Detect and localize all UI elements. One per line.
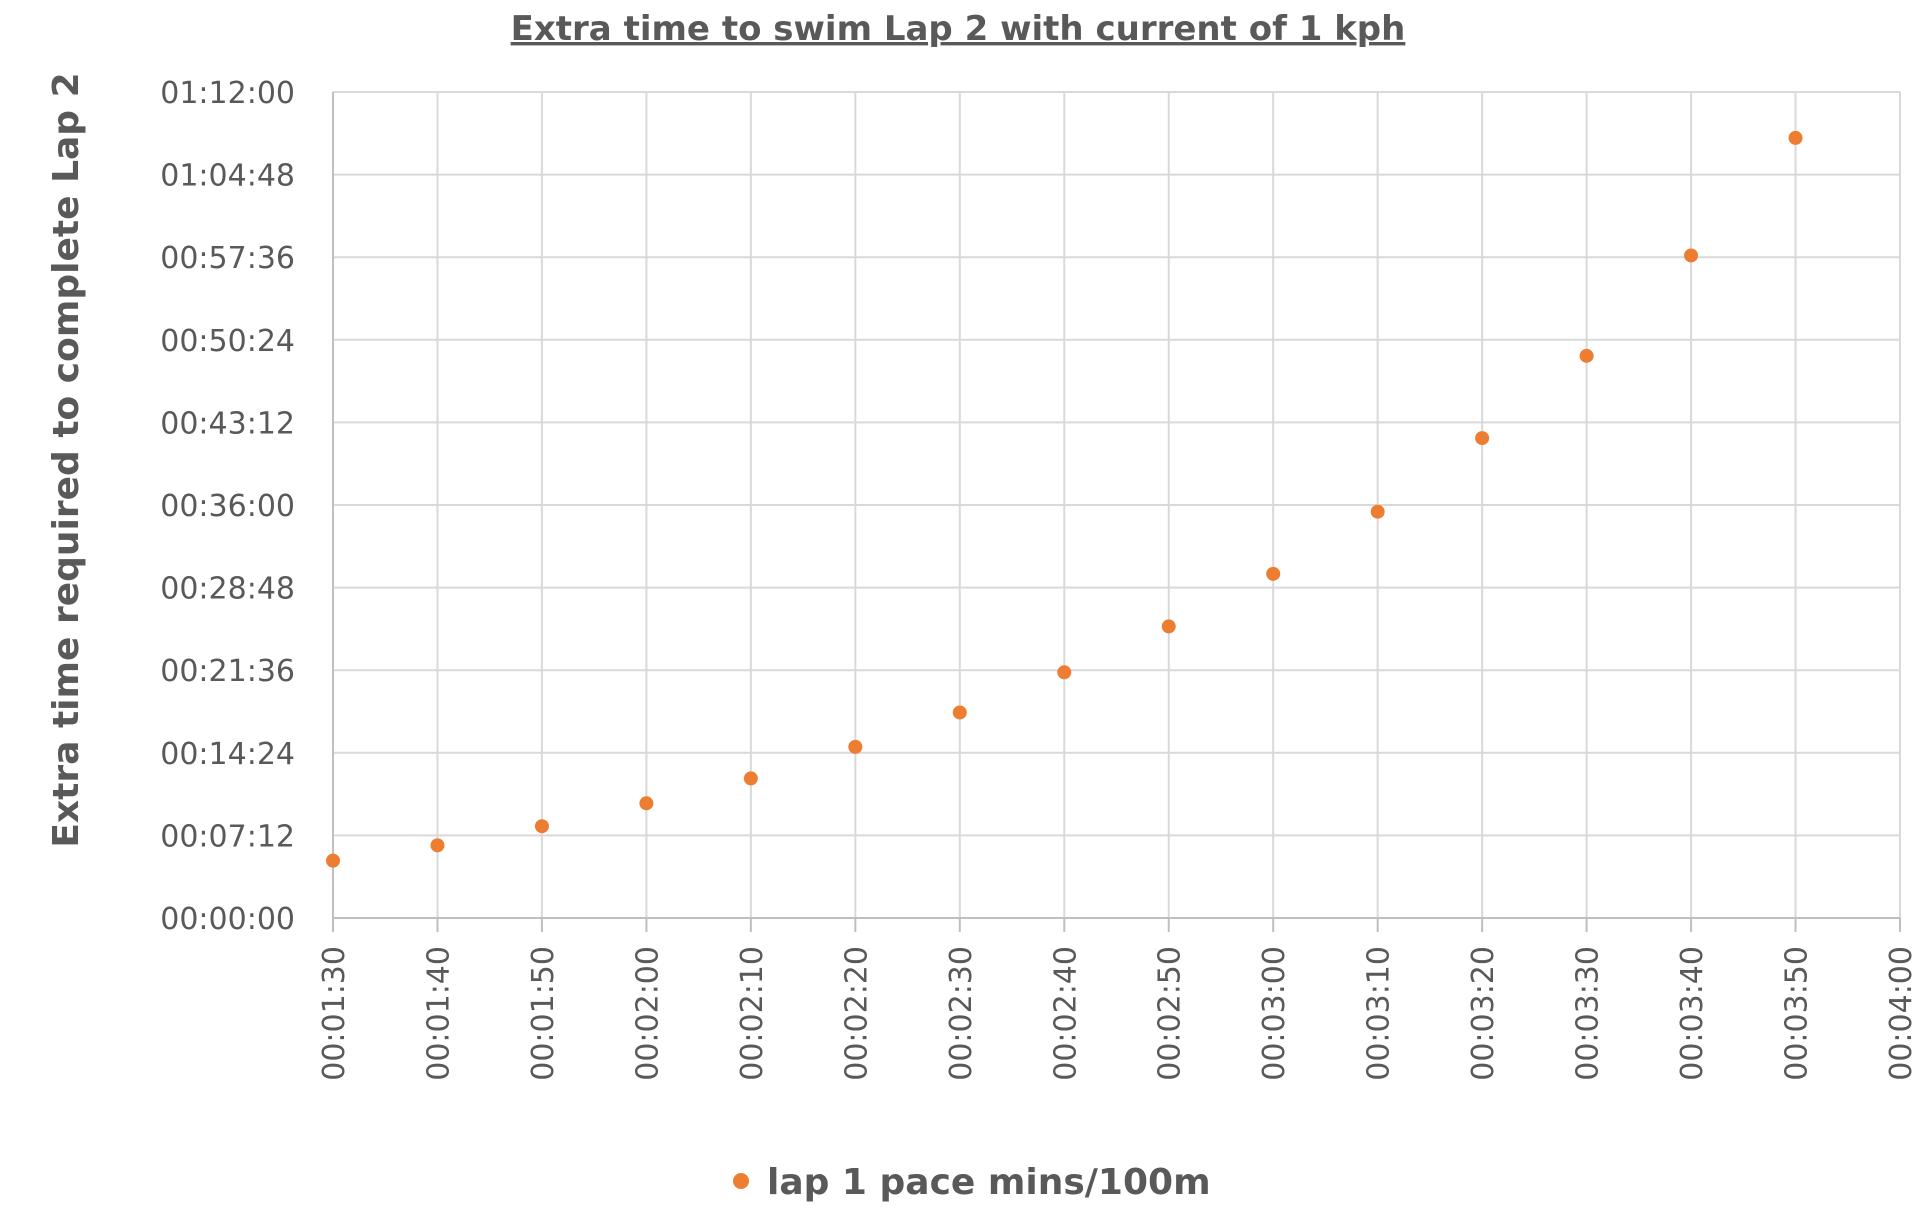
- x-tick-label: 00:03:50: [1780, 946, 1815, 1081]
- x-tick-label: 00:01:50: [526, 946, 561, 1081]
- x-tick-label: 00:03:20: [1466, 946, 1501, 1081]
- data-point: [1370, 504, 1385, 519]
- x-tick-label: 00:02:20: [839, 946, 874, 1081]
- data-points: [326, 130, 1803, 868]
- y-tick-label: 00:57:36: [160, 241, 295, 276]
- y-tick-label: 00:28:48: [160, 572, 295, 607]
- y-tick-label: 00:43:12: [160, 406, 295, 441]
- data-point: [1161, 619, 1176, 634]
- y-tick-label: 01:12:00: [160, 76, 295, 111]
- x-tick-label: 00:03:10: [1362, 946, 1397, 1081]
- data-point: [1684, 248, 1699, 263]
- data-point: [743, 771, 758, 786]
- data-point: [1057, 665, 1072, 680]
- legend-label: lap 1 pace mins/100m: [767, 1162, 1211, 1203]
- chart-title: Extra time to swim Lap 2 with current of…: [511, 9, 1406, 49]
- y-tick-label: 00:00:00: [160, 902, 295, 937]
- legend: lap 1 pace mins/100m: [733, 1162, 1211, 1203]
- y-tick-label: 01:04:48: [160, 159, 295, 194]
- y-tick-label: 00:14:24: [160, 737, 295, 772]
- y-tick-label: 00:36:00: [160, 489, 295, 524]
- x-tick-label: 00:02:50: [1153, 946, 1188, 1081]
- data-point: [1475, 431, 1490, 446]
- data-point: [639, 796, 654, 811]
- y-axis-title: Extra time required to complete Lap 2: [46, 72, 87, 847]
- x-tick-label: 00:03:00: [1257, 946, 1292, 1081]
- data-point: [326, 853, 340, 868]
- x-tick-label: 00:02:30: [944, 946, 979, 1081]
- x-tick-label: 00:01:30: [317, 946, 352, 1081]
- axes: [332, 92, 1901, 932]
- x-tick-label: 00:01:40: [421, 946, 456, 1081]
- y-tick-label: 00:50:24: [160, 324, 295, 359]
- data-point: [952, 705, 967, 720]
- grid: [333, 91, 1901, 918]
- y-tick-label: 00:07:12: [160, 819, 295, 854]
- data-point: [848, 739, 863, 754]
- data-point: [430, 838, 445, 853]
- x-tick-label: 00:02:10: [735, 946, 770, 1081]
- x-tick-label: 00:03:30: [1571, 946, 1606, 1081]
- legend-marker: [733, 1173, 749, 1189]
- x-tick-label: 00:03:40: [1675, 946, 1710, 1081]
- y-tick-label: 00:21:36: [160, 654, 295, 689]
- data-point: [1266, 566, 1281, 581]
- tick-labels: 00:00:00 00:07:12 00:14:24 00:21:36 00:28:48…: [160, 76, 1919, 1081]
- data-point: [534, 819, 549, 834]
- x-tick-label: 00:02:00: [630, 946, 665, 1081]
- data-point: [1579, 348, 1594, 363]
- x-tick-label: 00:02:40: [1048, 946, 1083, 1081]
- x-tick-label: 00:04:00: [1884, 946, 1919, 1081]
- data-point: [1788, 130, 1803, 145]
